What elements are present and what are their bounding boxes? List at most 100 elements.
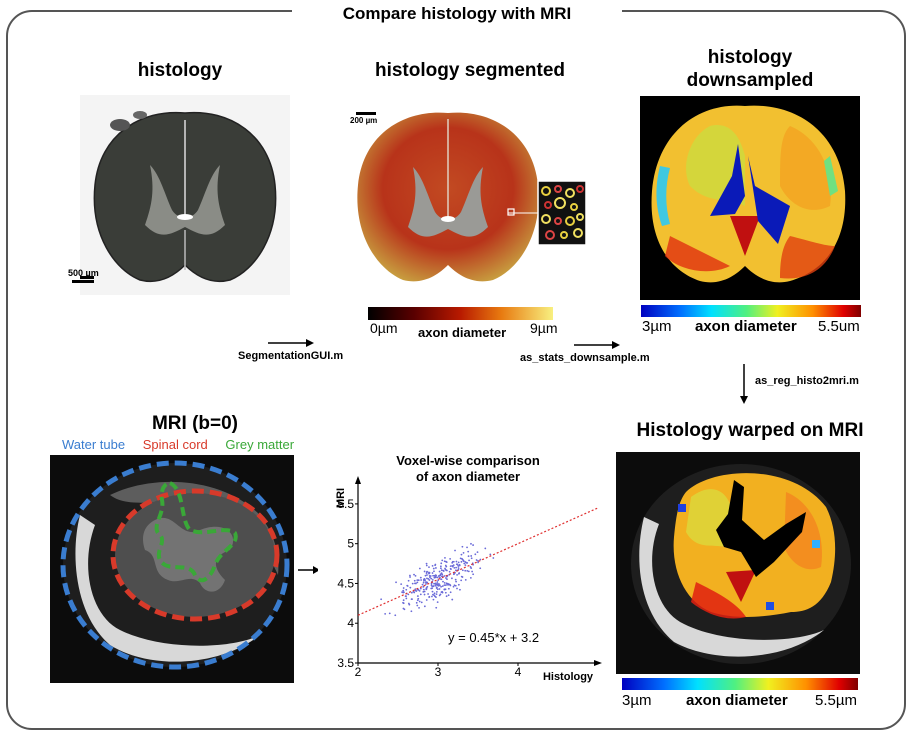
scatter-point [402,587,405,589]
scatter-point [461,569,464,572]
scatter-point [425,564,428,567]
scatter-point [441,559,444,562]
scatter-point [442,580,444,583]
scatter-point [449,567,452,570]
scatter-point [438,594,441,597]
scatter-point [445,595,448,598]
scatter-point [463,560,465,563]
warped-colorbar-label: axon diameter [686,692,788,709]
scatter-point [449,558,452,560]
scatter-point [403,591,405,594]
scatter-point [455,563,458,566]
scatter-point [419,593,422,596]
scatter-point [469,577,472,579]
scatter-point [428,571,431,574]
scatter-point [433,592,436,595]
chart-axes [355,476,602,666]
scatter-point [436,576,439,579]
scatter-point [472,544,474,546]
segmented-colorbar-label: axon diameter [418,325,507,340]
scatter-point [474,553,477,556]
scatter-point [438,576,441,579]
scatter-point [426,585,429,588]
scatter-point [439,565,442,568]
scatter-point [458,564,461,567]
scatter-point [423,605,426,608]
scatter-point [422,578,425,581]
scatter-point [417,597,420,600]
scatter-point [479,567,482,570]
warped-colorbar-min: 3µm [622,692,652,709]
scatter-point [461,545,464,548]
scatter-point [436,581,439,583]
scatter-point [449,591,452,594]
scatter-point [411,582,414,585]
warped-colorbar-max: 5.5µm [815,692,857,709]
scatter-point [432,598,435,601]
scatter-point [413,579,416,582]
scatter-point [438,588,441,590]
scatter-point [388,612,391,615]
scatter-point [463,562,466,565]
scatter-point [422,586,425,588]
scatter-point [452,585,455,588]
scatter-point [477,561,480,564]
scatter-point [409,574,411,577]
downsampled-title: histology downsampled [640,46,860,92]
scatter-point [458,572,461,574]
mri-to-plot-arrow [298,566,320,574]
scatter-point [419,587,422,590]
scatter-point [435,606,438,609]
scatter-point [431,572,434,574]
scatter-point [453,566,456,569]
legend-water-tube: Water tube [62,437,126,452]
scatter-point [395,581,397,584]
segmented-scalebar-label: 200 µm [350,116,378,125]
scatter-point [421,583,424,586]
scatter-points [380,542,495,617]
scatter-point [410,591,413,594]
scatter-point [423,593,426,596]
scatter-point [451,598,454,601]
scatter-point [453,584,456,587]
scatter-point [441,590,444,593]
scatter-point [418,606,420,609]
scatter-point [452,573,455,576]
scatter-point [401,591,403,594]
scatter-point [449,565,452,568]
histology-scalebar [72,280,94,283]
scatter-point [457,566,460,568]
scatter-point [425,581,428,584]
scatter-point [445,565,448,568]
chart-title-line2: of axon diameter [416,469,520,484]
scatter-point [466,546,468,549]
step1-arrow [268,339,314,347]
segmented-colorbar-max: 9µm [530,320,558,336]
scatter-point [425,562,428,565]
scatter-point [440,585,442,588]
scatter-point [430,577,433,580]
scatter-point [416,595,419,597]
step3-arrow [740,364,748,404]
scatter-point [422,588,425,591]
scatter-point [470,557,473,560]
step1-label: SegmentationGUI.m [238,350,344,362]
scatter-point [438,570,441,573]
scatter-point [400,583,403,586]
scatter-point [435,567,437,569]
fit-equation: y = 0.45*x + 3.2 [448,630,539,645]
scatter-point [444,584,447,587]
scatter-point [418,567,421,570]
y-tick-label: 3.5 [337,656,354,670]
scatter-point [402,589,405,592]
segmented-scalebar [356,112,376,115]
scatter-point [467,550,470,553]
scatter-point [456,587,458,590]
scatter-point [422,590,425,593]
scatter-point [492,557,495,559]
scatter-point [437,583,439,586]
scatter-point [454,578,457,581]
scatter-point [472,573,475,576]
scatter-point [443,560,446,563]
x-axis-label: Histology [543,671,594,683]
